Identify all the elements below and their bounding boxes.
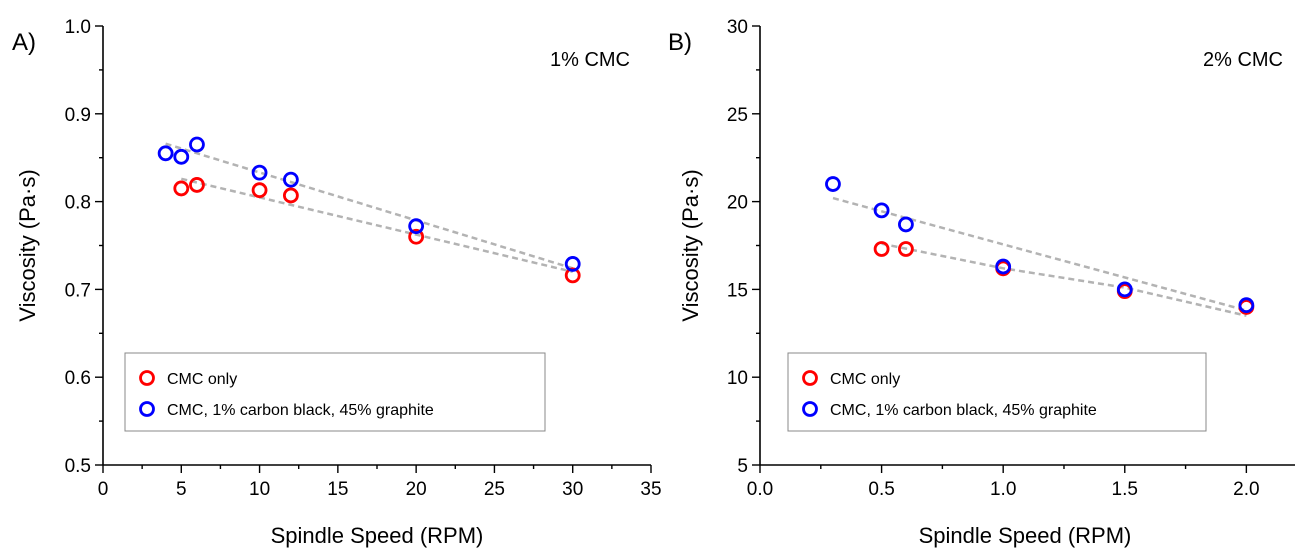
legend-box: [787, 352, 1207, 432]
x-tick-label: 1.5: [1112, 479, 1138, 500]
panel-label: B): [668, 29, 692, 56]
data-point-series-2: [408, 218, 425, 235]
legend: CMC only CMC, 1% carbon black, 45% graphi…: [787, 352, 1207, 432]
data-point-series-2: [1238, 297, 1255, 314]
data-point-series-2: [898, 216, 914, 233]
legend-marker: [139, 370, 155, 386]
data-point-series-2: [282, 171, 299, 188]
data-point-series-1: [189, 177, 205, 193]
y-tick-label: 0.8: [65, 193, 91, 214]
legend-label: CMC only: [830, 371, 900, 388]
data-point-series-2: [564, 256, 581, 272]
data-point-series-1: [898, 241, 914, 257]
x-tick-label: 10: [249, 479, 270, 500]
data-point-series-1: [251, 182, 268, 199]
data-point-series-1: [173, 180, 190, 197]
data-point-series-1: [873, 241, 890, 257]
x-tick-label: 0.0: [747, 479, 773, 500]
trend-line-series-2: [832, 196, 1247, 312]
legend-label: CMC only: [167, 371, 237, 388]
y-tick-label: 10: [727, 368, 748, 389]
chart-panel-a: 0 5 10 15 20 25 30 35 0.5 0.6 0.7 0.8 0.9 1.0 Spindle …: [12, 17, 662, 548]
trend-line-series-2: [165, 142, 574, 270]
legend-label: CMC, 1% carbon black, 45% graphite: [167, 402, 434, 419]
y-axis-title: Viscosity (Pa·s): [15, 169, 40, 321]
chart-panel-b: 0.0 0.5 1.0 1.5 2.0 5 10 15 20 25 30 Spindle Speed …: [668, 17, 1295, 548]
data-point-series-2: [1116, 281, 1133, 298]
x-tick-label: 25: [484, 479, 505, 500]
data-point-series-2: [825, 176, 841, 192]
trend-line-series-1: [881, 242, 1247, 317]
x-axis-title: Spindle Speed (RPM): [919, 523, 1132, 548]
y-axis-title: Viscosity (Pa·s): [678, 169, 703, 321]
data-point-series-1: [564, 267, 581, 284]
legend-label: CMC, 1% carbon black, 45% graphite: [830, 402, 1097, 419]
y-tick-label: 5: [737, 456, 748, 477]
x-tick-label: 0: [98, 479, 109, 500]
y-tick-label: 0.9: [65, 105, 91, 126]
concentration-annotation: 2% CMC: [1203, 49, 1283, 71]
x-tick-label: 20: [406, 479, 427, 500]
x-tick-label: 15: [327, 479, 348, 500]
y-tick-label: 0.5: [65, 456, 91, 477]
legend: CMC only CMC, 1% carbon black, 45% graphi…: [124, 352, 546, 432]
data-point-series-2: [173, 148, 190, 165]
y-tick-label: 0.6: [65, 368, 91, 389]
x-tick-label: 5: [176, 479, 187, 500]
x-tick-label: 35: [640, 479, 661, 500]
x-tick-label: 1.0: [990, 479, 1016, 500]
legend-marker: [139, 401, 155, 417]
y-tick-label: 1.0: [65, 17, 91, 38]
trend-line-series-1: [181, 177, 573, 274]
x-tick-label: 0.5: [868, 479, 894, 500]
data-point-series-2: [189, 136, 205, 153]
y-tick-label: 30: [727, 17, 748, 38]
data-point-series-1: [282, 187, 299, 204]
data-point-series-2: [995, 258, 1012, 275]
legend-box: [124, 352, 546, 432]
y-tick-label: 25: [727, 105, 748, 126]
data-point-series-2: [251, 164, 268, 181]
panel-label: A): [12, 29, 36, 56]
x-tick-label: 2.0: [1233, 479, 1259, 500]
y-tick-label: 20: [727, 193, 748, 214]
y-tick-label: 15: [727, 280, 748, 301]
legend-marker: [802, 370, 818, 386]
y-tick-label: 0.7: [65, 280, 91, 301]
data-point-series-2: [157, 145, 174, 162]
concentration-annotation: 1% CMC: [550, 49, 630, 71]
x-tick-label: 30: [562, 479, 583, 500]
x-axis-title: Spindle Speed (RPM): [271, 523, 484, 548]
data-point-series-2: [873, 202, 890, 219]
legend-marker: [802, 401, 818, 417]
data-point-series-1: [408, 228, 425, 245]
